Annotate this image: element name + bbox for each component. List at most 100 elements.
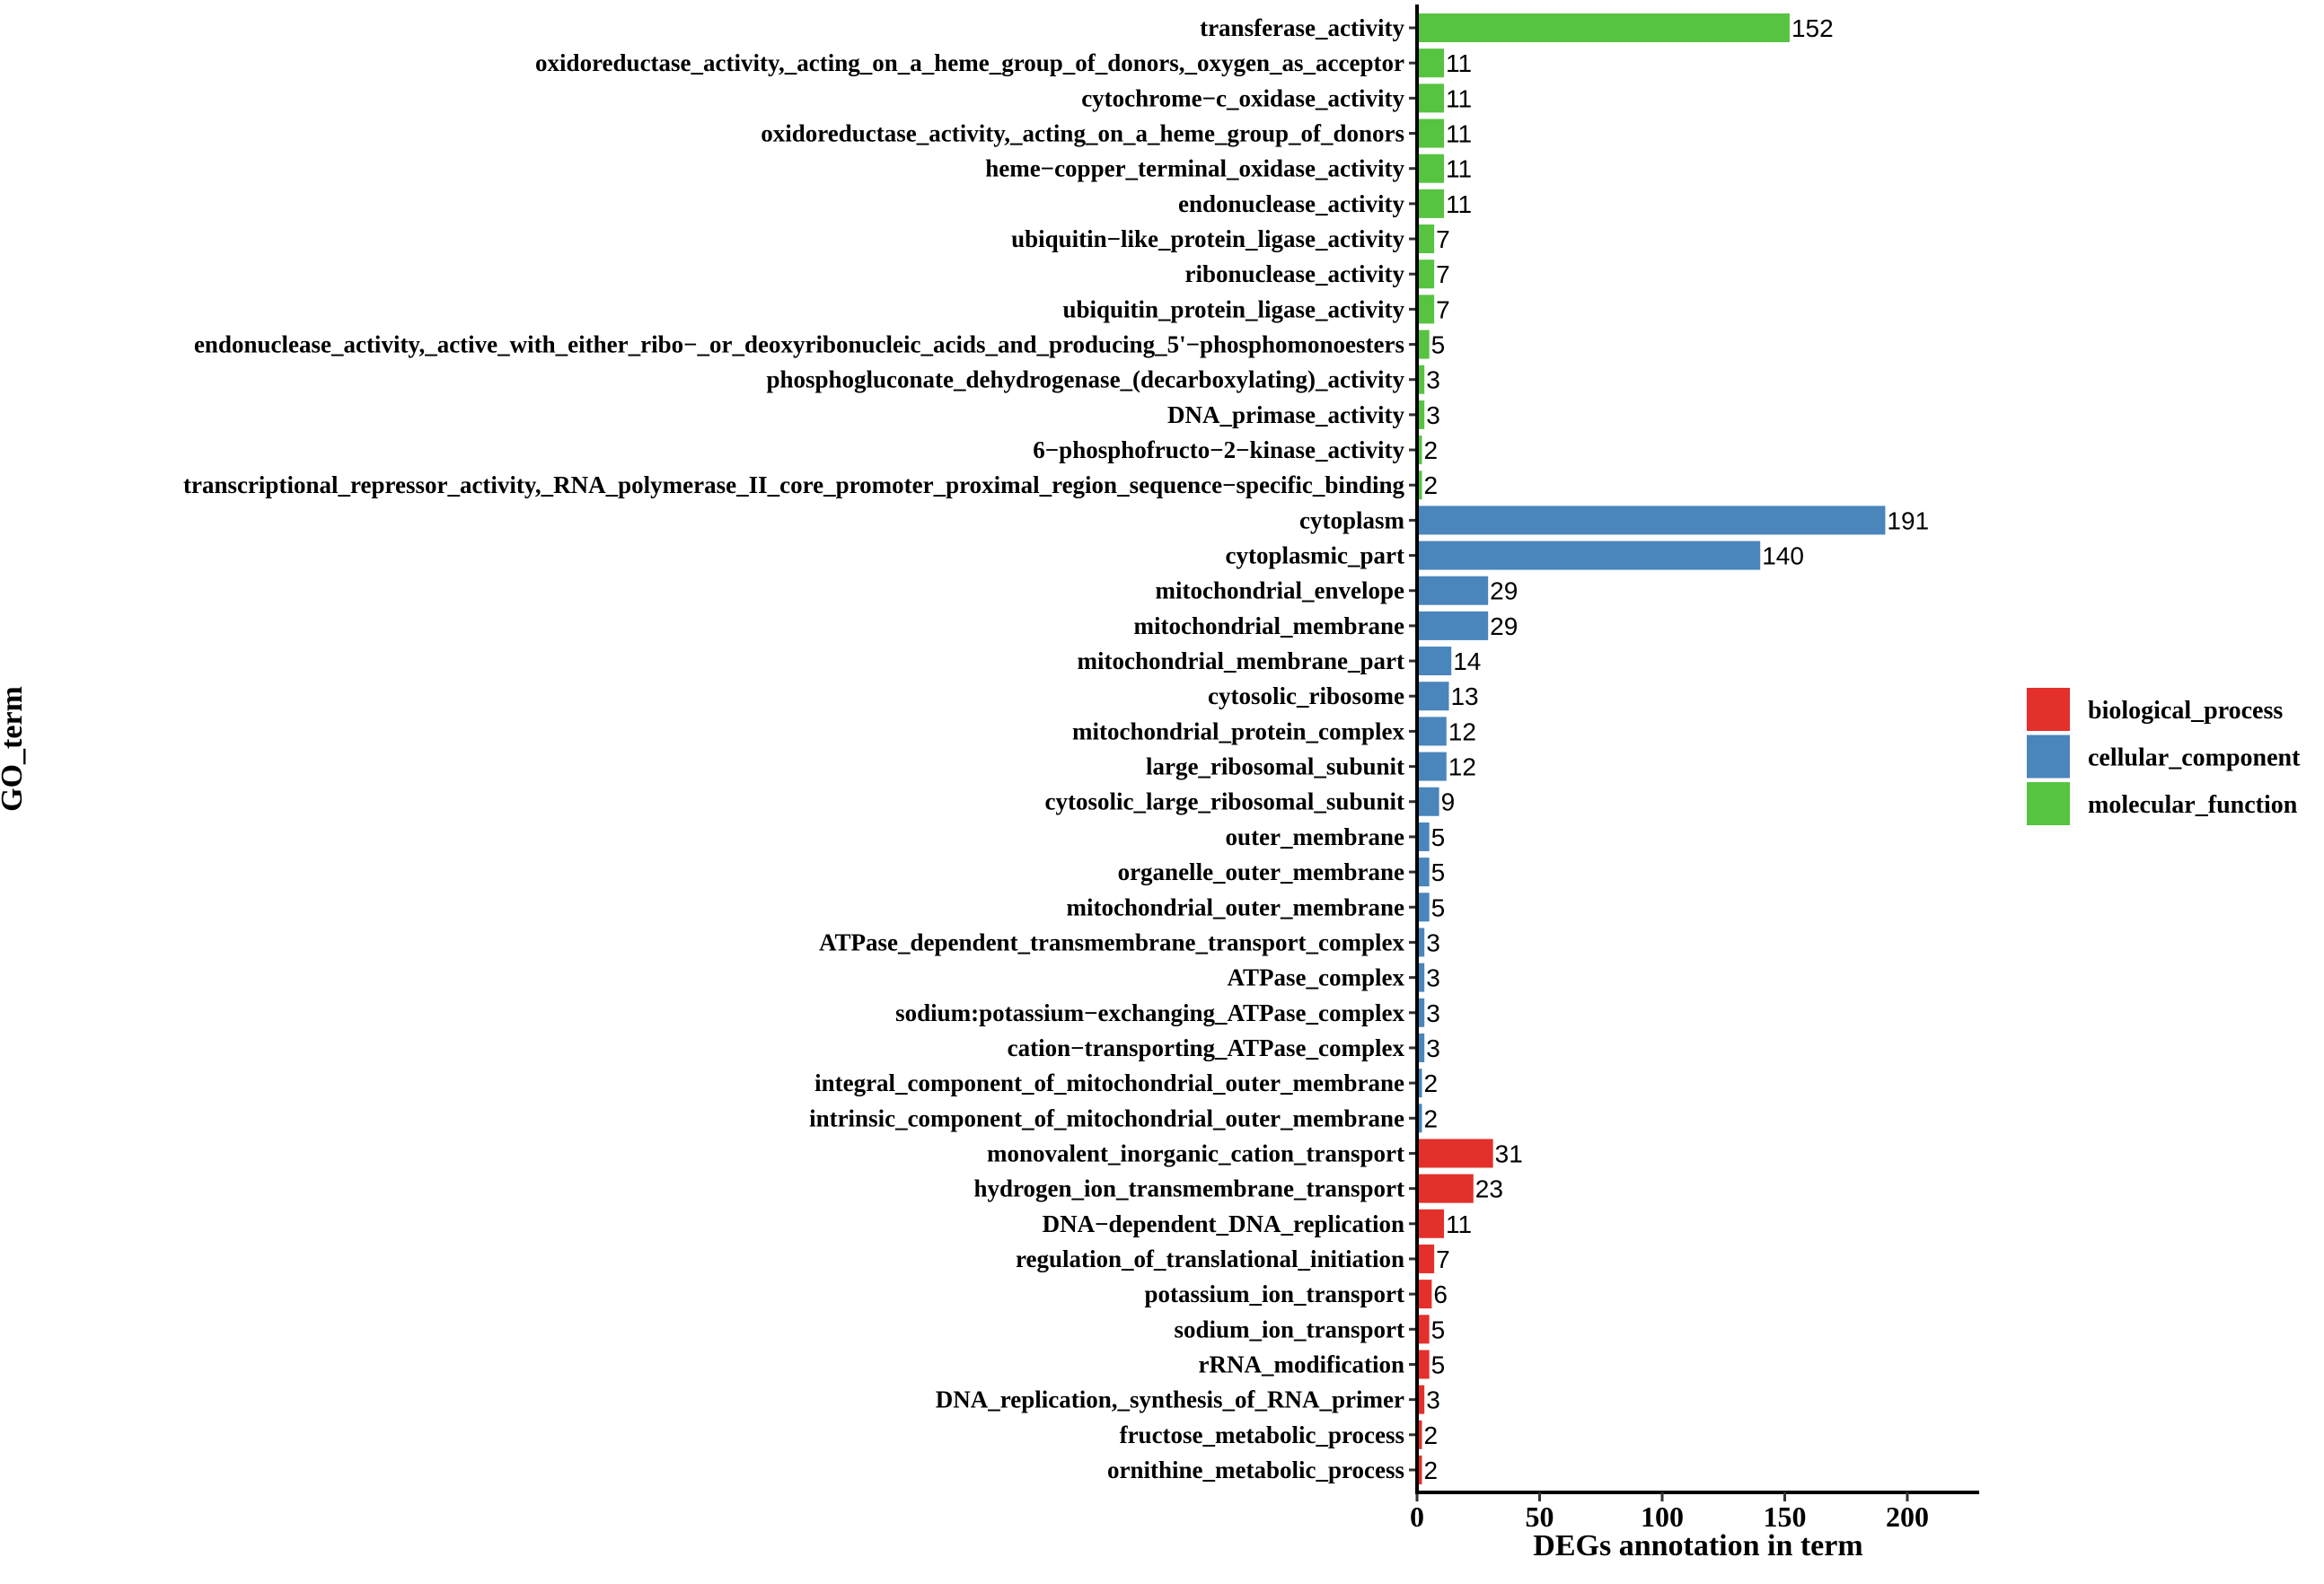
y-tick-label: integral_component_of_mitochondrial_oute… — [814, 1069, 1404, 1096]
value-label: 31 — [1495, 1140, 1523, 1167]
y-tick-label: mitochondrial_outer_membrane — [1067, 893, 1404, 920]
value-label: 11 — [1446, 190, 1472, 218]
value-label: 3 — [1426, 1034, 1440, 1062]
bar — [1417, 13, 1790, 42]
bar — [1417, 1315, 1430, 1344]
bar — [1417, 998, 1425, 1027]
x-tick-label: 100 — [1641, 1500, 1684, 1533]
y-tick-label: sodium:potassium−exchanging_ATPase_compl… — [895, 999, 1404, 1026]
y-tick-label: regulation_of_translational_initiation — [1016, 1245, 1404, 1272]
y-tick-label: hydrogen_ion_transmembrane_transport — [973, 1175, 1404, 1202]
y-tick-label: DNA_replication,_synthesis_of_RNA_primer — [936, 1386, 1404, 1413]
bar — [1417, 224, 1435, 254]
bar — [1417, 1069, 1422, 1098]
bar — [1417, 506, 1886, 535]
legend-label: cellular_component — [2088, 744, 2301, 772]
value-label: 5 — [1431, 1316, 1446, 1343]
legend-swatch-biological-process — [2027, 688, 2070, 731]
value-label: 3 — [1426, 928, 1440, 956]
y-tick-label: potassium_ion_transport — [1144, 1280, 1404, 1307]
legend-swatch-molecular-function — [2027, 782, 2070, 825]
y-tick-label: mitochondrial_membrane — [1134, 612, 1404, 639]
value-label: 2 — [1423, 1421, 1438, 1449]
y-tick-label: large_ribosomal_subunit — [1146, 753, 1404, 780]
value-label: 3 — [1426, 1386, 1440, 1414]
bar — [1417, 400, 1425, 429]
value-label: 5 — [1431, 858, 1446, 886]
value-label: 2 — [1423, 471, 1438, 499]
y-tick-label: cytosolic_large_ribosomal_subunit — [1044, 788, 1404, 815]
y-tick-label: phosphogluconate_dehydrogenase_(decarbox… — [766, 366, 1404, 393]
bar — [1417, 1104, 1422, 1133]
value-label: 7 — [1436, 1245, 1450, 1273]
value-label: 11 — [1446, 120, 1472, 148]
bar — [1417, 717, 1447, 746]
x-tick-label: 150 — [1764, 1500, 1807, 1533]
y-tick-label: mitochondrial_envelope — [1156, 577, 1405, 604]
value-label: 5 — [1431, 331, 1446, 359]
bar — [1417, 682, 1449, 711]
y-tick-label: rRNA_modification — [1199, 1351, 1404, 1377]
value-label: 2 — [1423, 1069, 1438, 1097]
y-tick-label: endonuclease_activity,_active_with_eithe… — [194, 331, 1404, 358]
y-tick-label: DNA_primase_activity — [1167, 401, 1404, 428]
y-tick-label: oxidoreductase_activity,_acting_on_a_hem… — [761, 120, 1404, 147]
bar — [1417, 1209, 1445, 1238]
value-label: 2 — [1423, 436, 1438, 464]
bar — [1417, 154, 1445, 183]
y-tick-label: cytoplasm — [1299, 506, 1405, 533]
bar — [1417, 330, 1430, 359]
x-axis: 0 50 100 150 200 — [1410, 1491, 1979, 1533]
y-tick-label: ATPase_complex — [1228, 964, 1405, 991]
y-tick-label: 6−phosphofructo−2−kinase_activity — [1033, 436, 1404, 463]
bar — [1417, 611, 1489, 640]
value-label: 11 — [1446, 155, 1472, 183]
bar — [1417, 1350, 1430, 1379]
bar — [1417, 787, 1439, 816]
value-label: 6 — [1433, 1280, 1448, 1308]
value-label: 12 — [1448, 717, 1476, 745]
value-label: 5 — [1431, 823, 1446, 851]
value-label: 5 — [1431, 1351, 1446, 1378]
value-label: 3 — [1426, 366, 1440, 394]
value-label: 7 — [1436, 260, 1450, 288]
bar — [1417, 752, 1447, 781]
value-label: 9 — [1441, 788, 1456, 816]
bar — [1417, 1455, 1422, 1484]
value-label: 2 — [1423, 1104, 1438, 1132]
x-tick-label: 0 — [1410, 1500, 1424, 1533]
bar — [1417, 858, 1430, 887]
value-label: 7 — [1436, 295, 1450, 323]
y-tick-label: ubiquitin_protein_ligase_activity — [1062, 295, 1404, 322]
bar — [1417, 1385, 1425, 1414]
y-tick-label: monovalent_inorganic_cation_transport — [987, 1140, 1404, 1166]
bar — [1417, 189, 1445, 218]
bar — [1417, 1280, 1432, 1309]
value-label: 14 — [1453, 647, 1481, 675]
bars-group — [1417, 13, 1886, 1484]
value-label: 23 — [1475, 1175, 1503, 1203]
y-tick-label: cytochrome−c_oxidase_activity — [1081, 84, 1404, 111]
bar — [1417, 436, 1422, 465]
value-label: 13 — [1450, 682, 1478, 710]
y-tick-label: oxidoreductase_activity,_acting_on_a_hem… — [535, 49, 1404, 76]
bar — [1417, 84, 1445, 113]
legend: biological_process cellular_componentmole… — [2027, 688, 2301, 825]
bar — [1417, 647, 1452, 676]
y-tick-label: endonuclease_activity — [1178, 190, 1404, 217]
y-tick-label: ribonuclease_activity — [1185, 260, 1405, 287]
value-label: 29 — [1490, 577, 1518, 605]
value-label: 140 — [1762, 542, 1804, 570]
y-tick-labels: transferase_activity oxidoreductase_activ… — [183, 14, 1417, 1483]
legend-label: biological_process — [2088, 697, 2283, 725]
y-tick-label: transcriptional_repressor_activity,_RNA_… — [183, 471, 1405, 498]
value-label: 152 — [1791, 14, 1834, 42]
value-label: 2 — [1423, 1456, 1438, 1484]
bar — [1417, 963, 1425, 992]
y-tick-label: sodium_ion_transport — [1174, 1316, 1404, 1342]
bar — [1417, 1139, 1493, 1168]
bar — [1417, 260, 1435, 289]
value-labels: 152 11 11 11 11 11 7 7 7 5 3 3 2 2 191 140 29 29 14 13 12 12 9… — [1423, 14, 1929, 1484]
y-tick-label: ATPase_dependent_transmembrane_transport… — [819, 928, 1404, 955]
